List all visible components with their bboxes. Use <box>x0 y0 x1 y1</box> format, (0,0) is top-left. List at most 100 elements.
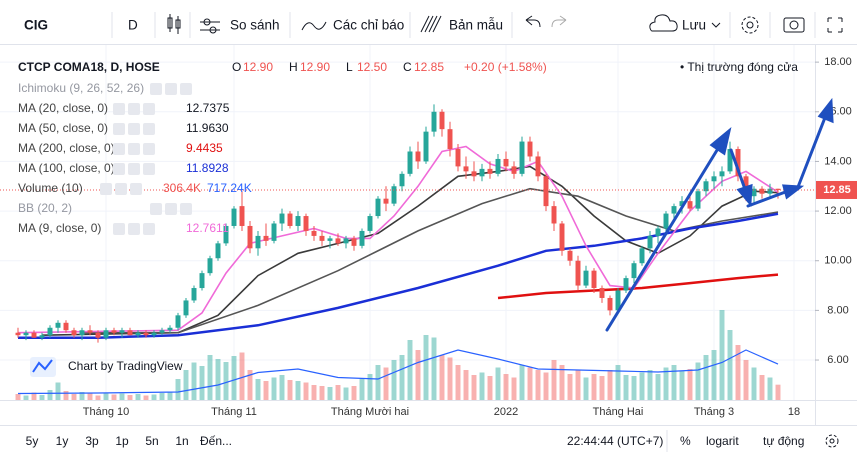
volume-bar <box>199 366 205 400</box>
legend-icon[interactable] <box>128 143 140 155</box>
candle-body <box>311 230 317 236</box>
candle-body <box>79 330 85 336</box>
snapshot-button[interactable] <box>783 17 805 33</box>
compare-button[interactable]: So sánh <box>230 18 280 33</box>
legend-value: 12.7611 <box>186 221 229 235</box>
candle-body <box>119 330 125 333</box>
symbol-button[interactable]: CIG <box>24 18 48 33</box>
candle-body <box>71 330 77 336</box>
save-dropdown[interactable] <box>711 22 721 28</box>
goto-date[interactable]: Đến... <box>200 434 232 448</box>
candle-body <box>375 198 381 217</box>
candle-body <box>575 260 581 286</box>
log-toggle[interactable]: logarit <box>706 434 739 448</box>
legend-value: 11.8928 <box>186 161 229 175</box>
legend-icon[interactable] <box>150 83 162 95</box>
indicators-button[interactable]: Các chỉ báo <box>333 18 404 33</box>
volume-bar <box>247 370 253 400</box>
volume-bar <box>55 382 61 400</box>
range-button[interactable]: 5n <box>145 434 158 448</box>
volume-bar <box>431 337 437 400</box>
range-button[interactable]: 3p <box>85 434 99 448</box>
y-tick-label: 18.00 <box>824 56 852 68</box>
candle-body <box>687 201 693 209</box>
volume-bar <box>303 382 309 400</box>
legend-icon[interactable] <box>113 103 125 115</box>
legend-icon[interactable] <box>180 83 192 95</box>
percent-toggle[interactable]: % <box>680 434 691 448</box>
legend-icon[interactable] <box>165 83 177 95</box>
volume-bar <box>743 360 749 400</box>
volume-bar <box>79 392 85 400</box>
ohlc-letter: L <box>346 60 353 74</box>
legend-icon[interactable] <box>113 163 125 175</box>
save-button[interactable]: Lưu <box>682 18 706 33</box>
volume-bar <box>591 374 597 400</box>
volume-bar <box>599 376 605 400</box>
legend-icon[interactable] <box>165 203 177 215</box>
candle-body <box>639 248 645 264</box>
settings-button[interactable] <box>741 16 759 34</box>
volume-bar <box>423 335 429 400</box>
templates-icon[interactable] <box>420 15 442 33</box>
range-button[interactable]: 1p <box>115 434 129 448</box>
templates-button[interactable]: Bản mẫu <box>449 18 503 33</box>
legend-icon[interactable] <box>128 163 140 175</box>
candle-body <box>303 216 309 231</box>
legend-icon[interactable] <box>143 143 155 155</box>
legend-icon[interactable] <box>130 183 142 195</box>
candle-body <box>423 131 429 162</box>
legend-name: MA (50, close, 0) <box>18 121 108 135</box>
legend-icon[interactable] <box>128 223 140 235</box>
interval-button[interactable]: D <box>128 18 138 33</box>
candle-body <box>39 335 45 338</box>
candle-body <box>335 238 341 244</box>
volume-bar <box>583 377 589 400</box>
redo-button[interactable] <box>551 15 567 28</box>
volume-bar <box>191 362 197 400</box>
chart-type-icon[interactable] <box>167 14 181 34</box>
legend-icon[interactable] <box>113 223 125 235</box>
volume-bar <box>623 375 629 400</box>
legend-name: MA (200, close, 0) <box>18 141 115 155</box>
credit-text[interactable]: Chart by TradingView <box>68 359 183 373</box>
candle-body <box>239 206 245 226</box>
candle-body <box>503 158 509 167</box>
candle-body <box>343 238 349 244</box>
legend-icon[interactable] <box>150 203 162 215</box>
legend-icon[interactable] <box>115 183 127 195</box>
auto-toggle[interactable]: tự động <box>763 434 804 448</box>
legend-icon[interactable] <box>128 103 140 115</box>
candle-body <box>471 171 477 177</box>
legend-icon[interactable] <box>113 123 125 135</box>
legend-icon[interactable] <box>143 103 155 115</box>
candle-body <box>167 327 173 331</box>
volume-ma-line <box>17 349 779 395</box>
credit: Chart by TradingView <box>30 357 183 377</box>
range-button[interactable]: 1y <box>56 434 69 448</box>
fullscreen-button[interactable] <box>827 17 843 33</box>
legend-icon[interactable] <box>143 163 155 175</box>
volume-bar <box>351 386 357 400</box>
legend-icon[interactable] <box>128 123 140 135</box>
x-tick-label: 2022 <box>494 406 518 418</box>
volume-bar <box>167 392 173 400</box>
legend-icon[interactable] <box>100 183 112 195</box>
range-button[interactable]: 1n <box>175 434 188 448</box>
undo-button[interactable] <box>525 15 541 28</box>
cloud-icon[interactable] <box>649 14 678 32</box>
compare-icon[interactable] <box>200 18 220 34</box>
legend-icon[interactable] <box>143 223 155 235</box>
x-tick-label: Tháng 11 <box>211 406 257 418</box>
volume-bar <box>399 355 405 400</box>
legend-value: 9.4435 <box>186 141 223 155</box>
legend-icon[interactable] <box>143 123 155 135</box>
range-button[interactable]: 5y <box>26 434 39 448</box>
volume-bar <box>727 330 733 400</box>
legend-icon[interactable] <box>113 143 125 155</box>
indicators-icon[interactable] <box>301 21 327 31</box>
legend-icon[interactable] <box>180 203 192 215</box>
axis-settings[interactable] <box>825 434 839 448</box>
candle-body <box>679 201 685 207</box>
